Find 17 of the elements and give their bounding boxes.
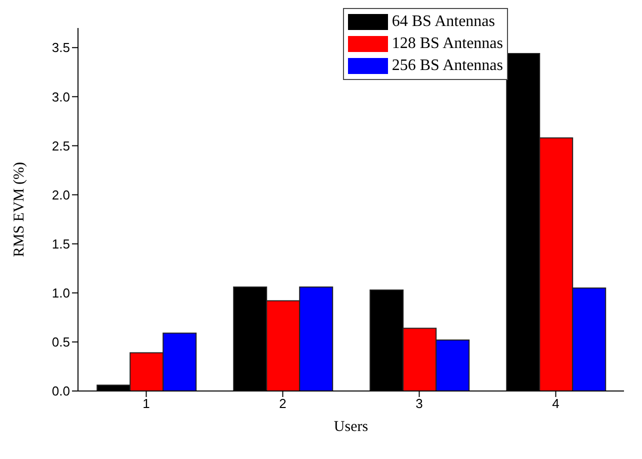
x-tick-label: 1 (142, 396, 150, 412)
x-tick-label: 4 (552, 396, 560, 412)
x-axis-title: Users (334, 419, 368, 435)
y-tick-label: 3.5 (52, 40, 70, 56)
y-axis-title: RMS EVM (%) (11, 162, 28, 258)
y-tick-label: 1.5 (52, 236, 70, 252)
y-tick-label: 2.0 (52, 187, 70, 202)
legend-label: 256 BS Antennas (392, 56, 503, 76)
legend-label: 64 BS Antennas (392, 12, 495, 32)
legend-label: 128 BS Antennas (392, 34, 503, 54)
y-tick-label: 0.0 (52, 384, 70, 399)
y-tick-label: 2.5 (52, 138, 70, 154)
x-tick-label: 2 (279, 396, 286, 412)
y-tick-label: 0.5 (52, 334, 70, 350)
x-tick-label: 3 (416, 396, 423, 412)
y-tick-label: 3.0 (52, 89, 70, 104)
y-tick-label: 1.0 (52, 286, 70, 301)
